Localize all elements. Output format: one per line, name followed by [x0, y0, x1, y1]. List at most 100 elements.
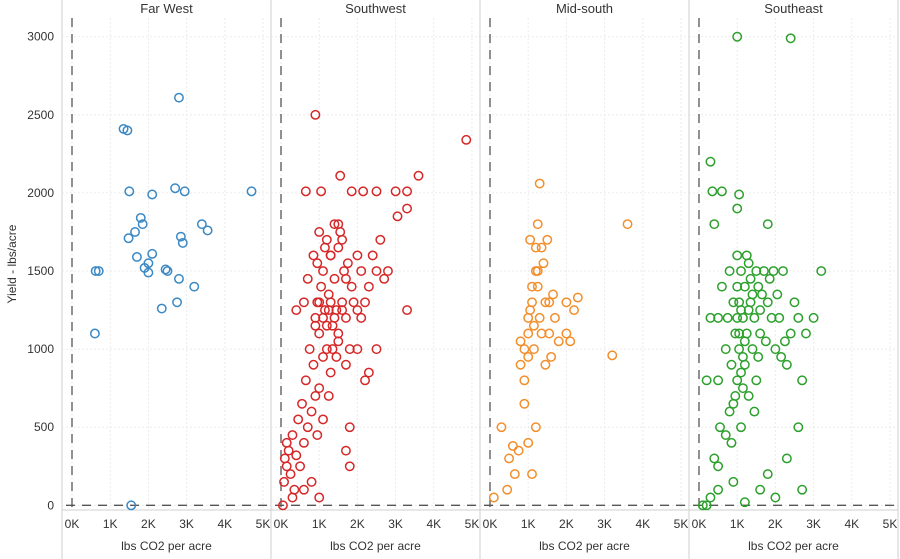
data-point	[751, 375, 762, 386]
x-tick-label: 2K	[141, 517, 156, 531]
data-point	[319, 242, 330, 253]
data-point	[530, 422, 541, 433]
data-point	[329, 312, 340, 323]
x-tick-label: 0K	[274, 517, 289, 531]
data-point	[726, 437, 737, 448]
x-tick-label: 1K	[103, 517, 118, 531]
y-tick-label: 2000	[27, 186, 54, 200]
data-point	[333, 242, 344, 253]
data-point	[306, 406, 317, 417]
data-point	[344, 422, 355, 433]
data-point	[488, 492, 499, 503]
data-point	[340, 445, 351, 456]
data-point	[760, 336, 771, 347]
data-point	[705, 312, 716, 323]
data-point	[569, 305, 579, 316]
data-point	[314, 383, 325, 394]
data-point	[318, 351, 328, 362]
data-point	[283, 445, 294, 456]
data-point	[722, 312, 733, 323]
data-point	[289, 484, 300, 495]
x-tick-label: 4K	[426, 517, 441, 531]
data-point	[302, 273, 313, 284]
data-point	[778, 266, 788, 276]
data-point	[277, 500, 288, 511]
x-tick-label: 2K	[768, 517, 783, 531]
data-point	[89, 328, 100, 339]
x-tick-label: 3K	[388, 517, 403, 531]
data-point	[772, 289, 783, 300]
data-point	[544, 297, 555, 308]
data-point	[561, 297, 572, 308]
data-point	[755, 484, 766, 495]
data-point	[90, 266, 101, 276]
data-point	[312, 430, 323, 440]
data-point	[549, 312, 560, 323]
data-point	[135, 212, 146, 223]
data-point	[300, 186, 311, 197]
data-point	[318, 266, 328, 276]
data-point	[123, 233, 134, 244]
panel-title: Far West	[140, 1, 193, 16]
data-point	[175, 231, 186, 242]
data-point	[519, 398, 530, 409]
data-point	[337, 305, 348, 316]
data-point	[525, 305, 536, 316]
data-point	[709, 219, 720, 230]
data-point	[724, 406, 735, 417]
data-point	[528, 344, 539, 355]
x-axis-title: lbs CO2 per acre	[539, 539, 630, 553]
x-axis-title: lbs CO2 per acre	[330, 539, 421, 553]
data-point	[762, 469, 773, 480]
data-point	[304, 344, 315, 355]
data-point	[705, 492, 716, 503]
data-point	[390, 186, 401, 197]
data-point	[762, 297, 773, 308]
data-point	[741, 250, 752, 261]
data-point	[789, 297, 800, 308]
x-tick-label: 1K	[730, 517, 745, 531]
data-point	[523, 437, 534, 448]
x-tick-label: 4K	[217, 517, 232, 531]
data-point	[515, 359, 526, 370]
data-point	[527, 469, 537, 480]
data-point	[548, 289, 558, 300]
data-point	[356, 266, 367, 276]
data-point	[383, 266, 393, 276]
data-point	[781, 359, 792, 370]
data-point	[402, 186, 413, 197]
data-point	[352, 305, 363, 316]
data-point	[536, 242, 547, 253]
data-point	[335, 170, 346, 181]
data-point	[732, 281, 743, 292]
data-point	[363, 281, 374, 292]
y-tick-label: 500	[34, 420, 54, 434]
data-point	[753, 281, 764, 292]
data-point	[747, 289, 758, 300]
data-point	[764, 273, 775, 284]
data-point	[147, 189, 158, 200]
data-point	[816, 266, 827, 276]
data-point	[734, 189, 745, 200]
data-point	[534, 312, 545, 323]
panel-title: Southeast	[764, 1, 823, 16]
data-point	[331, 351, 342, 362]
data-point	[736, 266, 746, 276]
data-point	[747, 344, 758, 355]
data-point	[701, 375, 712, 386]
data-point	[749, 312, 760, 323]
data-point	[325, 250, 336, 261]
data-point	[739, 497, 750, 508]
x-axis-title: lbs CO2 per acre	[748, 539, 839, 553]
data-point	[392, 211, 403, 222]
panel-southwest: Southwest 0K 1K 2K 3K 4K 5K lbs CO2 per acre	[271, 0, 481, 559]
data-point	[793, 422, 804, 433]
data-point	[333, 219, 344, 230]
x-tick-label: 0K	[483, 517, 498, 531]
data-point	[732, 250, 743, 261]
data-point	[758, 266, 769, 276]
data-point	[143, 258, 154, 269]
data-point	[780, 336, 790, 347]
data-point	[797, 375, 808, 386]
data-point	[375, 234, 386, 245]
